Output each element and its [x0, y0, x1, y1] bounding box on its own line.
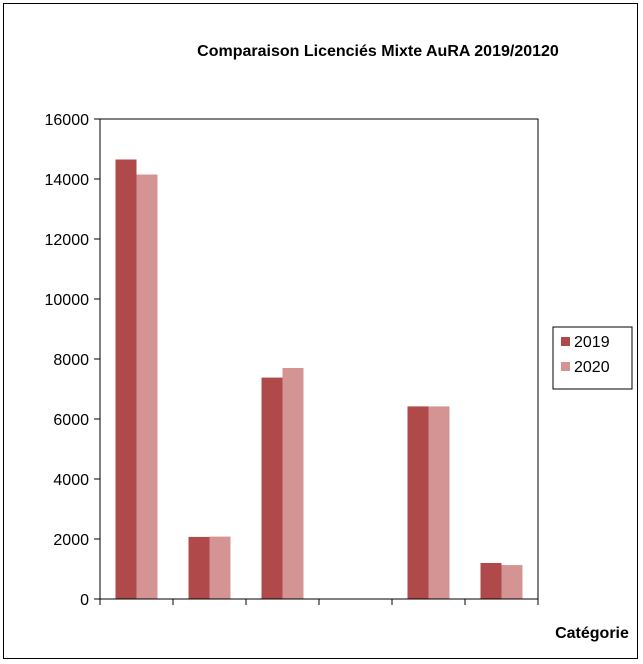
legend-swatch-2019 [561, 337, 570, 346]
bar-2019-2 [188, 536, 210, 599]
legend: 2019 2020 [552, 326, 633, 390]
bar-2020-5 [428, 406, 450, 599]
legend-swatch-2020 [561, 362, 570, 371]
bar-2019-5 [407, 406, 429, 599]
bar-2020-6 [501, 565, 523, 599]
x-axis-label: Catégorie [555, 625, 629, 642]
y-tick-label: 4000 [53, 472, 89, 489]
legend-label-2019: 2019 [574, 334, 610, 351]
bar-2020-1 [136, 174, 158, 599]
y-tick-label: 16000 [45, 112, 90, 129]
bar-2020-3 [282, 368, 304, 599]
plot-border [99, 118, 539, 600]
bar-2019-6 [480, 563, 502, 599]
chart-title: Comparaison Licenciés Mixte AuRA 2019/20… [197, 43, 559, 60]
y-tick-label: 10000 [45, 292, 90, 309]
legend-box [552, 326, 633, 390]
y-tick-label: 6000 [53, 412, 89, 429]
y-tick-label: 12000 [45, 232, 90, 249]
legend-label-2020: 2020 [574, 359, 610, 376]
bar-2019-1 [115, 159, 137, 599]
y-tick-label: 2000 [53, 532, 89, 549]
bar-2019-3 [261, 377, 283, 599]
bar-2020-2 [209, 536, 231, 599]
y-tick-label: 14000 [45, 172, 90, 189]
plot-area: 0 2000 4000 6000 8000 10000 12000 14000 16000 [45, 112, 539, 609]
y-tick-label: 0 [80, 592, 89, 609]
y-tick-label: 8000 [53, 352, 89, 369]
chart-frame [3, 3, 638, 659]
